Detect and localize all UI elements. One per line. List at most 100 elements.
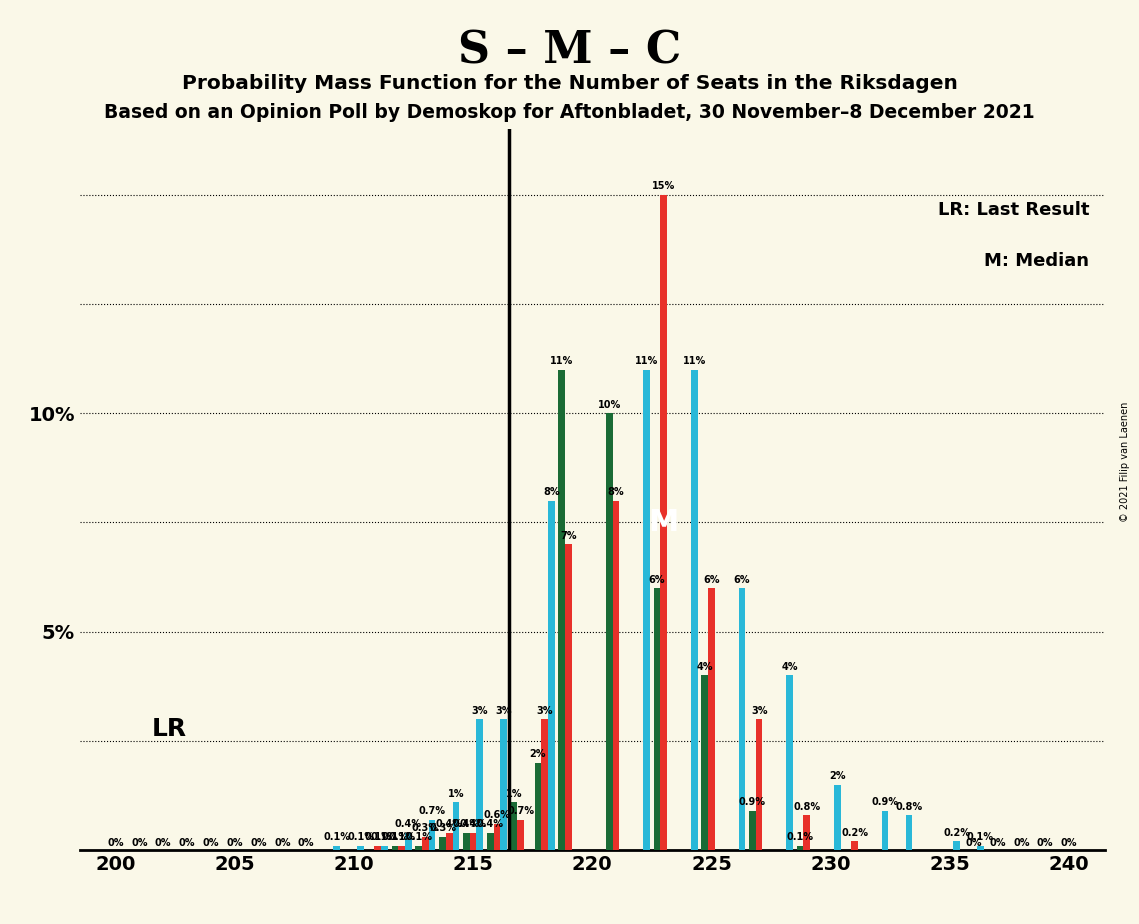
Text: 0.8%: 0.8% — [895, 802, 923, 811]
Text: 0%: 0% — [179, 838, 195, 848]
Text: 0%: 0% — [966, 838, 982, 848]
Text: 10%: 10% — [598, 400, 621, 409]
Text: 6%: 6% — [649, 575, 665, 585]
Bar — [548, 501, 555, 850]
Text: 0%: 0% — [1036, 838, 1054, 848]
Bar — [606, 413, 613, 850]
Text: 3%: 3% — [495, 706, 511, 715]
Bar — [708, 588, 715, 850]
Bar — [756, 719, 762, 850]
Bar — [644, 370, 650, 850]
Text: 6%: 6% — [734, 575, 751, 585]
Bar — [691, 370, 698, 850]
Text: 0%: 0% — [227, 838, 243, 848]
Text: 0.3%: 0.3% — [429, 823, 456, 833]
Text: 11%: 11% — [550, 356, 573, 366]
Text: 0.4%: 0.4% — [453, 819, 480, 829]
Bar — [906, 815, 912, 850]
Bar — [486, 833, 493, 850]
Text: 0.2%: 0.2% — [841, 828, 868, 838]
Text: 0%: 0% — [155, 838, 171, 848]
Text: 0.9%: 0.9% — [871, 797, 899, 808]
Text: M: M — [648, 508, 679, 537]
Bar — [953, 842, 960, 850]
Bar — [977, 845, 984, 850]
Text: 0.7%: 0.7% — [507, 806, 534, 816]
Bar — [399, 845, 404, 850]
Bar — [404, 833, 411, 850]
Text: 6%: 6% — [703, 575, 720, 585]
Text: 1%: 1% — [448, 788, 465, 798]
Bar — [510, 802, 517, 850]
Text: 0.4%: 0.4% — [477, 819, 503, 829]
Bar — [834, 784, 841, 850]
Bar — [803, 815, 810, 850]
Bar — [500, 719, 507, 850]
Text: 11%: 11% — [636, 356, 658, 366]
Bar — [334, 845, 341, 850]
Bar — [445, 833, 452, 850]
Bar — [739, 588, 745, 850]
Text: 8%: 8% — [543, 487, 559, 497]
Text: 0.3%: 0.3% — [412, 823, 439, 833]
Bar — [440, 837, 445, 850]
Text: 0.4%: 0.4% — [459, 819, 486, 829]
Bar — [882, 810, 888, 850]
Bar — [558, 370, 565, 850]
Text: 2%: 2% — [530, 749, 547, 760]
Text: 2%: 2% — [829, 771, 845, 781]
Text: 0.2%: 0.2% — [943, 828, 970, 838]
Text: 15%: 15% — [653, 181, 675, 191]
Bar — [452, 802, 459, 850]
Text: 0.4%: 0.4% — [395, 819, 421, 829]
Text: 0.1%: 0.1% — [787, 833, 813, 842]
Bar — [392, 845, 399, 850]
Text: 8%: 8% — [608, 487, 624, 497]
Bar — [476, 719, 483, 850]
Bar — [358, 845, 363, 850]
Bar — [382, 845, 387, 850]
Text: 0%: 0% — [131, 838, 148, 848]
Text: Based on an Opinion Poll by Demoskop for Aftonbladet, 30 November–8 December 202: Based on an Opinion Poll by Demoskop for… — [104, 103, 1035, 123]
Text: M: Median: M: Median — [984, 252, 1089, 270]
Text: 0.9%: 0.9% — [739, 797, 767, 808]
Bar — [534, 762, 541, 850]
Text: 0.8%: 0.8% — [793, 802, 820, 811]
Text: © 2021 Filip van Laenen: © 2021 Filip van Laenen — [1121, 402, 1130, 522]
Text: 3%: 3% — [751, 706, 768, 715]
Bar — [469, 833, 476, 850]
Text: LR: Last Result: LR: Last Result — [937, 201, 1089, 219]
Text: 0.1%: 0.1% — [371, 833, 398, 842]
Text: 0.1%: 0.1% — [382, 833, 409, 842]
Bar — [541, 719, 548, 850]
Text: 0.1%: 0.1% — [967, 833, 994, 842]
Bar — [493, 824, 500, 850]
Text: 0.4%: 0.4% — [436, 819, 462, 829]
Text: 0.1%: 0.1% — [388, 833, 415, 842]
Text: 0.1%: 0.1% — [323, 833, 350, 842]
Bar — [565, 544, 572, 850]
Text: 0%: 0% — [203, 838, 219, 848]
Bar — [517, 820, 524, 850]
Text: 0.6%: 0.6% — [483, 810, 510, 821]
Bar — [786, 675, 793, 850]
Bar — [702, 675, 708, 850]
Text: 0.1%: 0.1% — [347, 833, 374, 842]
Bar — [654, 588, 661, 850]
Text: 0%: 0% — [274, 838, 290, 848]
Text: Probability Mass Function for the Number of Seats in the Riksdagen: Probability Mass Function for the Number… — [181, 74, 958, 93]
Bar — [797, 845, 803, 850]
Text: 0%: 0% — [107, 838, 124, 848]
Text: 0.7%: 0.7% — [418, 806, 445, 816]
Text: 11%: 11% — [682, 356, 706, 366]
Bar — [375, 845, 382, 850]
Bar — [416, 845, 423, 850]
Text: S – M – C: S – M – C — [458, 30, 681, 73]
Bar — [464, 833, 469, 850]
Text: 0%: 0% — [990, 838, 1006, 848]
Text: 0%: 0% — [298, 838, 314, 848]
Text: 0.1%: 0.1% — [364, 833, 391, 842]
Bar — [661, 195, 667, 850]
Text: 0%: 0% — [1014, 838, 1030, 848]
Text: 4%: 4% — [781, 662, 798, 672]
